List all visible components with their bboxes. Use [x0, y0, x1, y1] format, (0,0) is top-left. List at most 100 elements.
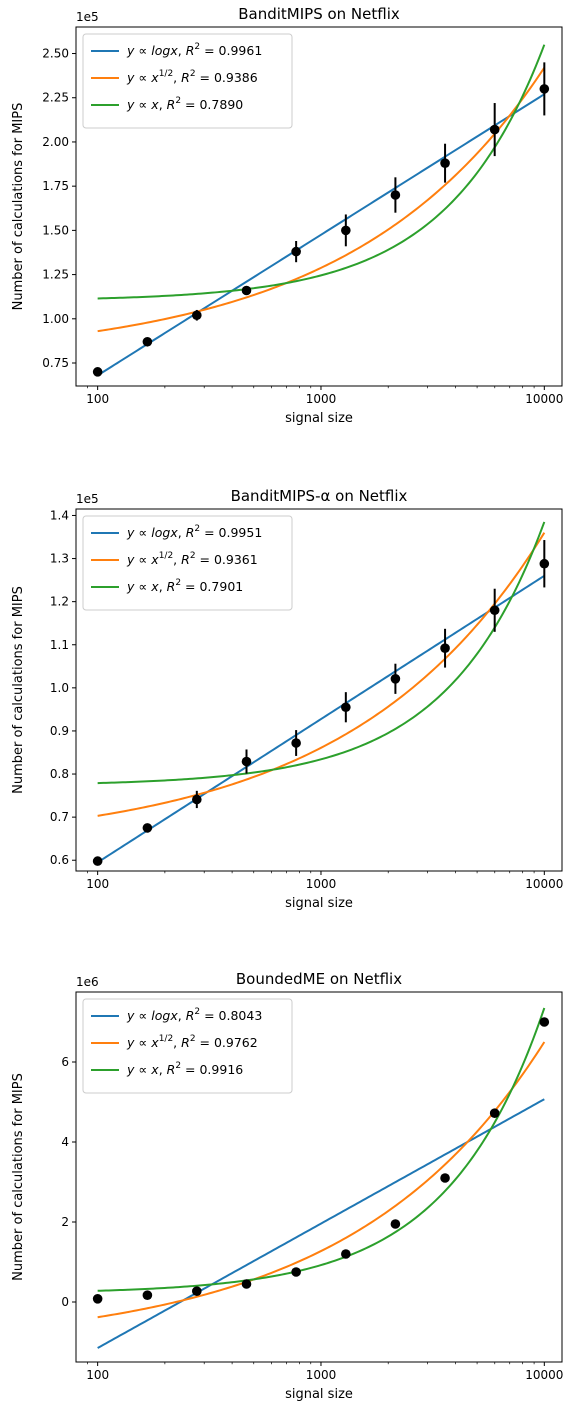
x-tick-label: 1000 — [306, 392, 337, 406]
legend-text-part: 0.9961 — [219, 43, 263, 58]
legend: y ∝ logx, R2 = 0.9961 y ∝ x1/2, R2 = 0.93… — [82, 33, 293, 129]
data-point — [341, 702, 351, 713]
y-axis-label: Number of calculations for MIPS — [11, 103, 26, 311]
y-tick-label: 1.50 — [42, 223, 69, 237]
legend-text-part: 0.7890 — [199, 97, 243, 112]
legend-text-part: y ∝ — [126, 525, 151, 540]
legend-text-part: 2 — [175, 1061, 181, 1071]
legend-text-part: 2 — [175, 96, 181, 106]
legend-text-part: = — [181, 579, 199, 594]
data-point — [241, 285, 252, 296]
legend-text-part: = — [196, 1035, 214, 1050]
legend-text-part: x — [150, 579, 159, 594]
legend-text-part: 1/2 — [159, 1034, 173, 1044]
y-tick-label: 2.50 — [42, 47, 69, 61]
y-tick-label: 1.4 — [50, 508, 69, 522]
legend-text-part: logx — [151, 1008, 178, 1023]
legend-text-part: , — [159, 97, 167, 112]
legend-text-part: 2 — [194, 42, 200, 52]
legend-text-part: , — [178, 525, 186, 540]
fit-line-linear — [97, 1007, 546, 1292]
legend-entry: y ∝ x, R2 = 0.7890 — [126, 96, 243, 112]
legend-text-part: R — [186, 1008, 195, 1023]
data-point — [192, 794, 202, 805]
legend-entry: y ∝ logx, R2 = 0.9951 — [126, 524, 262, 540]
data-point — [92, 367, 103, 377]
data-point — [241, 756, 252, 767]
y-tick-label: 0.9 — [50, 724, 69, 738]
plot-frame — [75, 26, 563, 387]
y-axis-label: Number of calculations for MIPS — [11, 586, 26, 794]
data-point — [92, 1294, 103, 1304]
y-axis-label: Number of calculations for MIPS — [11, 1073, 26, 1281]
data-point — [341, 225, 351, 236]
chart-2: BanditMIPS-α on Netflix 1e5 0.6 0.7 0.8 0.9 1.… — [11, 487, 563, 911]
legend-text-part: x — [150, 552, 159, 567]
y-tick-label: 0.6 — [50, 853, 69, 867]
y-tick-label: 0.7 — [50, 810, 69, 824]
legend-text-part: y ∝ — [126, 1008, 151, 1023]
data-point — [440, 643, 450, 653]
x-tick-label: 100 — [86, 877, 109, 891]
data-point — [291, 246, 301, 257]
chart-1: BanditMIPS on Netflix 1e5 0.75 1.00 1.25 1.50… — [11, 5, 563, 426]
legend-text-part: y ∝ — [126, 97, 151, 112]
data-point — [142, 336, 153, 347]
y-scale-label: 1e5 — [76, 10, 99, 24]
legend-entry: y ∝ x1/2, R2 = 0.9386 — [126, 69, 258, 85]
fit-line-sqrt — [97, 67, 546, 333]
legend-text-part: = — [200, 1008, 218, 1023]
legend-entry: y ∝ logx, R2 = 0.8043 — [126, 1007, 262, 1023]
data-point — [489, 605, 500, 616]
data-point — [291, 738, 301, 748]
x-axis-label: signal size — [285, 896, 353, 911]
legend-text-part: R — [186, 525, 195, 540]
fit-line-log — [97, 1098, 545, 1349]
legend-text-part: R — [181, 552, 190, 567]
legend-text-part: y ∝ — [126, 1035, 151, 1050]
legend-text-part: , — [178, 1008, 186, 1023]
legend-text-part: x — [150, 97, 159, 112]
legend-text-part: 0.9951 — [219, 525, 263, 540]
data-point — [291, 1267, 301, 1277]
legend-text-part: 0.9361 — [214, 552, 258, 567]
x-axis-label: signal size — [285, 411, 353, 426]
fit-line-sqrt — [97, 532, 546, 817]
x-tick-label: 1000 — [306, 1368, 337, 1382]
legend-entry: y ∝ x1/2, R2 = 0.9361 — [126, 551, 258, 567]
fit-line-linear — [97, 521, 546, 785]
legend-text-part: 1/2 — [159, 69, 173, 79]
legend-text-part: 2 — [190, 551, 196, 561]
legend-box — [82, 998, 293, 1094]
legend-text-part: x — [150, 70, 159, 85]
y-tick-label: 1.1 — [50, 638, 69, 652]
legend-text-part: , — [173, 552, 181, 567]
legend-text-part: y ∝ — [126, 70, 151, 85]
x-tick-label: 1000 — [306, 877, 337, 891]
legend-entry: y ∝ x1/2, R2 = 0.9762 — [126, 1034, 258, 1050]
data-point — [539, 558, 550, 569]
x-tick-label: 100 — [86, 1368, 109, 1382]
legend-text-part: 2 — [194, 524, 200, 534]
legend-entry: y ∝ x, R2 = 0.9916 — [126, 1061, 243, 1077]
y-scale-label: 1e6 — [76, 975, 99, 989]
legend-text-part: R — [181, 70, 190, 85]
y-tick-label: 0 — [61, 1295, 69, 1309]
legend-text-part: = — [200, 43, 218, 58]
legend-text-part: 1/2 — [159, 551, 173, 561]
legend-text-part: R — [181, 1035, 190, 1050]
y-tick-label: 0.75 — [42, 356, 69, 370]
legend-entry: y ∝ logx, R2 = 0.9961 — [126, 42, 262, 58]
legend-text-part: 0.8043 — [219, 1008, 263, 1023]
legend-text-part: = — [181, 1062, 199, 1077]
legend-text-part: y ∝ — [126, 1062, 151, 1077]
legend-text-part: y ∝ — [126, 579, 151, 594]
legend-text-part: x — [150, 1035, 159, 1050]
fit-line-linear — [97, 44, 546, 300]
y-tick-label: 1.2 — [50, 595, 69, 609]
legend-text-part: R — [167, 579, 176, 594]
legend-text-part: y ∝ — [126, 552, 151, 567]
chart-title: BanditMIPS-α on Netflix — [231, 487, 408, 505]
